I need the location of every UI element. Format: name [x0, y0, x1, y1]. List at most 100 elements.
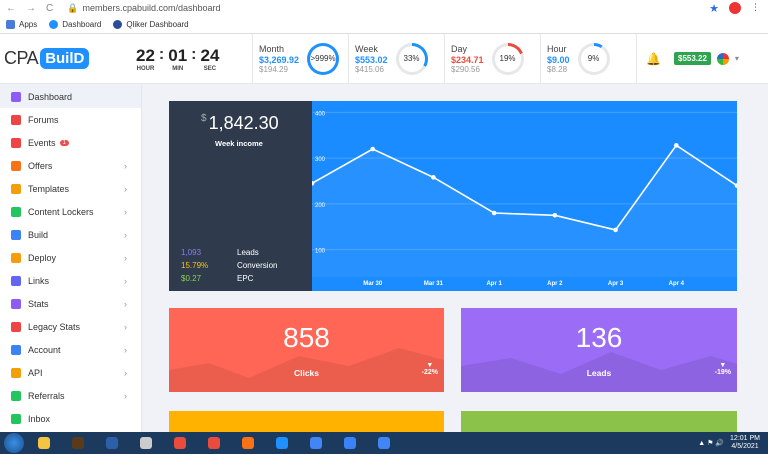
sidebar-item-links[interactable]: Links › [0, 269, 141, 292]
cpabuild-logo[interactable]: CPA BuilD [0, 48, 136, 69]
taskbar-app-2[interactable] [64, 434, 92, 452]
sidebar-item-label: Build [28, 229, 49, 240]
sidebar-item-content-lockers[interactable]: Content Lockers › [0, 200, 141, 223]
taskbar-app-8[interactable] [268, 434, 296, 452]
ring-label: 19% [494, 45, 521, 72]
chevron-right-icon: › [124, 206, 127, 217]
stat-period: Hour [547, 43, 567, 54]
address-bar[interactable]: 🔒 members.cpabuild.com/dashboard [67, 3, 709, 14]
extension-icon[interactable] [729, 1, 741, 14]
x-tick-label: Apr 4 [669, 281, 685, 287]
sidebar-item-forums[interactable]: Forums [0, 108, 141, 131]
lock-icon: 🔒 [67, 2, 79, 13]
data-point[interactable] [431, 175, 436, 180]
events-badge: 1 [59, 139, 69, 146]
stat-week: Week $553.02 $415.06 33% [348, 33, 444, 84]
chat-icon [11, 114, 21, 125]
sidebar-item-events[interactable]: Events 1 [0, 131, 141, 154]
clicks-change: ▼ -22% [421, 362, 438, 376]
sidebar-item-label: Forums [28, 114, 59, 125]
templates-icon [11, 183, 21, 194]
sidebar-item-build[interactable]: Build › [0, 223, 141, 246]
browser-nav: ← → C [0, 3, 53, 14]
leads-background-graph [461, 352, 737, 392]
taskbar-app-7[interactable] [234, 434, 262, 452]
sidebar-item-label: Offers [28, 160, 53, 171]
bookmark-qliker[interactable]: Qliker Dashboard [113, 20, 189, 29]
taskbar-app-11[interactable] [370, 434, 398, 452]
chart-svg: 400 300 200 100 Mar 30 Mar 31 Apr 1 Apr 2 Apr 3 A… [309, 111, 737, 287]
windows-taskbar: ▲ ⚑ 🔊 12:01 PM 4/5/2021 [0, 432, 768, 454]
sidebar-item-inbox[interactable]: Inbox [0, 407, 141, 430]
taskbar-app-10[interactable] [336, 434, 364, 452]
sidebar-item-account[interactable]: Account › [0, 338, 141, 361]
x-tick-label: Mar 31 [424, 281, 444, 287]
stat-previous: $415.06 [355, 64, 384, 74]
clicks-card[interactable]: 858 Clicks ▼ -22% [169, 308, 444, 392]
progress-ring: 19% [491, 42, 524, 75]
triangle-down-icon: ▼ [719, 362, 727, 369]
fire-icon [11, 160, 21, 171]
stat-day: Day $234.71 $290.56 19% [444, 33, 540, 84]
income-row-label: EPC [237, 274, 254, 283]
app-icon [310, 437, 322, 449]
bell-icon[interactable]: 🔔 [636, 33, 670, 84]
sidebar-item-label: Legacy Stats [28, 321, 81, 332]
forward-icon[interactable]: → [26, 2, 36, 14]
bookmark-dashboard[interactable]: Dashboard [49, 20, 101, 29]
x-tick-label: Mar 30 [363, 281, 383, 287]
taskbar-app-3[interactable] [98, 434, 126, 452]
data-point[interactable] [734, 183, 737, 188]
data-point[interactable] [552, 212, 558, 218]
sidebar-item-offers[interactable]: Offers › [0, 154, 141, 177]
countdown-timer: 22 HOUR : 01 MIN : 24 SEC [136, 45, 220, 72]
bookmark-apps[interactable]: Apps [6, 20, 37, 29]
data-point[interactable] [673, 143, 679, 148]
taskbar-app-1[interactable] [30, 434, 58, 452]
triangle-down-icon: ▼ [426, 362, 434, 369]
data-point[interactable] [370, 146, 376, 152]
taskbar-app-9[interactable] [302, 434, 330, 452]
link-icon [11, 275, 21, 286]
stat-previous: $8.28 [547, 64, 568, 74]
start-button[interactable] [4, 433, 24, 453]
sidebar-item-templates[interactable]: Templates › [0, 177, 141, 200]
data-point[interactable] [491, 210, 497, 216]
taskbar-app-4[interactable] [132, 434, 160, 452]
income-row-conversion: 15.79% Conversion [181, 259, 277, 272]
sidebar-item-dashboard[interactable]: Dashboard [0, 85, 141, 108]
dashboard-favicon-icon [49, 20, 59, 29]
data-point[interactable] [613, 227, 618, 233]
leads-value: 136 [575, 322, 623, 353]
y-tick-label: 300 [315, 157, 326, 163]
sidebar-item-api[interactable]: API › [0, 361, 141, 384]
balance-badge[interactable]: $553.22 [674, 52, 711, 65]
account-avatar[interactable] [716, 52, 729, 65]
timer-hours: 22 [136, 45, 155, 65]
reload-icon[interactable]: C [46, 2, 54, 14]
chevron-right-icon: › [124, 252, 127, 263]
taskbar-app-5[interactable] [166, 434, 194, 452]
sidebar-item-label: Stats [28, 298, 49, 309]
sidebar-item-referrals[interactable]: Referrals › [0, 384, 141, 407]
taskbar-app-6[interactable] [200, 434, 228, 452]
menu-icon[interactable]: ⋮ [751, 1, 760, 12]
sidebar-item-label: API [28, 367, 43, 378]
bookmark-star-icon[interactable]: ★ [709, 2, 719, 15]
sidebar-item-label: Templates [28, 183, 70, 194]
chevron-down-icon[interactable]: ▾ [734, 54, 739, 63]
ring-label: 33% [398, 45, 425, 72]
sidebar-item-stats[interactable]: Stats › [0, 292, 141, 315]
leads-card[interactable]: 136 Leads ▼ -19% [461, 308, 737, 392]
back-icon[interactable]: ← [6, 2, 16, 14]
chevron-right-icon: › [124, 298, 127, 309]
briefcase-icon [11, 252, 21, 263]
clock[interactable]: 12:01 PM 4/5/2021 [730, 435, 760, 450]
y-tick-label: 400 [315, 111, 326, 117]
key-icon [11, 367, 21, 378]
ring-label: >999% [310, 45, 337, 72]
stats-icon [11, 298, 21, 309]
tray-icons[interactable]: ▲ ⚑ 🔊 [698, 440, 725, 447]
sidebar-item-deploy[interactable]: Deploy › [0, 246, 141, 269]
sidebar-item-legacy-stats[interactable]: Legacy Stats › [0, 315, 141, 338]
